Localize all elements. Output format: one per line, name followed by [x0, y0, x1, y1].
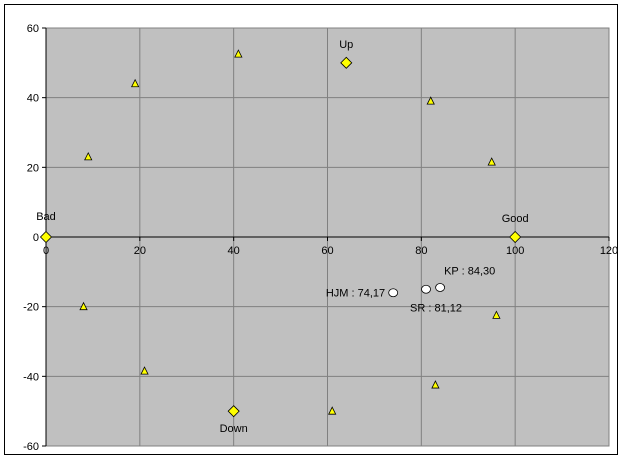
x-tick-label: 0 [43, 245, 49, 257]
triangle-point [431, 380, 440, 389]
triangle-point [487, 157, 496, 166]
x-tick-label: 20 [134, 245, 146, 257]
triangle-point [234, 49, 243, 58]
circle-label: HJM : 74,17 [326, 288, 385, 300]
y-tick-label: -60 [23, 441, 39, 453]
diamond-label: Down [220, 423, 248, 435]
y-tick-label: 40 [27, 93, 39, 105]
diamond-label: Up [339, 39, 353, 51]
circle-point [435, 283, 446, 292]
circle-label: KP : 84,30 [444, 266, 495, 278]
y-tick-label: 60 [27, 23, 39, 35]
x-tick-label: 60 [321, 245, 333, 257]
triangle-point [140, 366, 149, 375]
diamond-point [340, 56, 353, 69]
y-tick-label: -20 [23, 302, 39, 314]
triangle-point [130, 78, 140, 88]
diamond-label: Good [502, 213, 529, 225]
x-tick-label: 80 [415, 245, 427, 257]
circle-point [388, 288, 399, 298]
x-tick-label: 100 [506, 245, 524, 257]
diamond-label: Bad [36, 211, 56, 223]
diamond-point [509, 230, 522, 244]
triangle-point [84, 151, 93, 161]
circle-label: SR : 81,12 [410, 302, 462, 314]
diamond-point [227, 405, 240, 418]
diamond-point [39, 230, 53, 244]
y-tick-label: -40 [23, 371, 39, 383]
y-tick-label: 20 [27, 162, 39, 174]
circle-point [421, 284, 431, 294]
x-tick-label: 120 [600, 245, 618, 257]
triangle-point [328, 406, 337, 415]
triangle-point [426, 96, 435, 105]
x-tick-label: 40 [228, 245, 240, 257]
y-tick-label: 0 [33, 232, 39, 244]
triangle-point [492, 310, 501, 319]
triangle-point [79, 301, 88, 311]
